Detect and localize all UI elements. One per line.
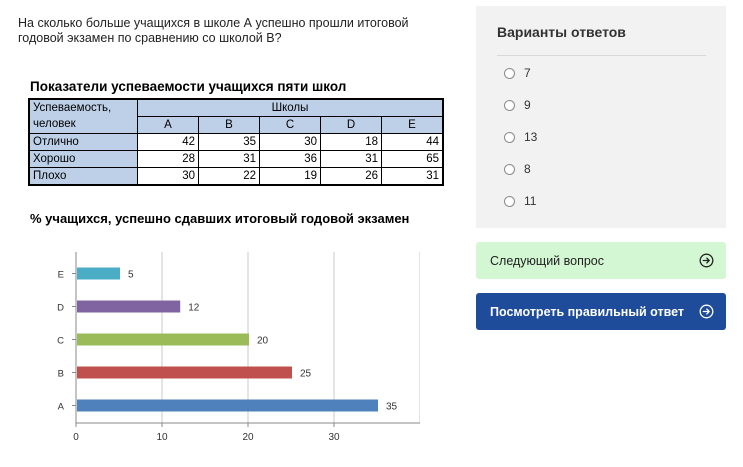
answer-option-label: 13 <box>524 130 538 144</box>
table-cell: 35 <box>198 133 260 151</box>
bar-a <box>77 399 378 412</box>
next-question-label: Следующий вопрос <box>490 253 605 268</box>
table-cell: 19 <box>259 167 321 186</box>
table-cell: 22 <box>198 167 260 186</box>
row-label: Хорошо <box>28 150 138 168</box>
table-cell: 28 <box>137 150 199 168</box>
y-tick-label: E <box>58 270 64 281</box>
bar-e <box>77 267 120 280</box>
table-row: Хорошо 28 31 36 31 65 <box>28 150 444 168</box>
divider <box>497 55 706 56</box>
x-tick-label: 10 <box>156 432 168 443</box>
table-cell: 31 <box>320 150 382 168</box>
radio-button[interactable] <box>504 195 515 207</box>
answer-option-label: 9 <box>524 98 531 112</box>
table-cell: 31 <box>381 167 444 186</box>
arrow-right-circle-icon <box>699 304 714 319</box>
table-cell: 44 <box>381 133 444 151</box>
question-text: На сколько больше учащихся в школе А усп… <box>18 16 409 45</box>
y-tick-label: C <box>57 336 64 347</box>
performance-table: Успеваемость, человек Школы A B C D E От… <box>28 98 444 186</box>
y-tick-label: D <box>57 303 64 314</box>
answers-title: Варианты ответов <box>497 24 626 40</box>
table-cell: 30 <box>137 167 199 186</box>
data-label: 25 <box>300 369 312 380</box>
y-tick-label: B <box>58 369 64 380</box>
row-label: Плохо <box>28 167 138 186</box>
answer-option[interactable]: 13 <box>504 130 537 144</box>
y-tick-label: A <box>58 402 65 413</box>
table-cell: 42 <box>137 133 199 151</box>
table-cell: 26 <box>320 167 382 186</box>
x-tick-label: 0 <box>73 432 79 443</box>
chart-title: % учащихся, успешно сдавших итоговый год… <box>30 211 410 226</box>
table-group-header: Школы <box>137 98 444 117</box>
table-cell: 30 <box>259 133 321 151</box>
data-label: 20 <box>257 336 269 347</box>
data-label: 5 <box>128 270 134 281</box>
data-label: 35 <box>386 402 398 413</box>
radio-button[interactable] <box>504 131 515 143</box>
table-row: Отлично 42 35 30 18 44 <box>28 133 444 151</box>
arrow-right-circle-icon <box>699 253 714 268</box>
answer-option[interactable]: 8 <box>504 162 531 176</box>
answer-option-label: 7 <box>524 66 531 80</box>
row-label: Отлично <box>28 133 138 151</box>
table-col-header: A <box>137 116 199 134</box>
bar-b <box>77 366 292 379</box>
table-col-header: D <box>320 116 382 134</box>
bar-c <box>77 333 249 346</box>
table-col-header: E <box>381 116 444 134</box>
table-cell: 18 <box>320 133 382 151</box>
x-tick-label: 20 <box>242 432 254 443</box>
table-corner-label: Успеваемость, человек <box>28 98 138 134</box>
table-row: Плохо 30 22 19 26 31 <box>28 167 444 186</box>
answer-option[interactable]: 7 <box>504 66 531 80</box>
table-title: Показатели успеваемости учащихся пяти шк… <box>30 79 347 94</box>
answers-panel: Варианты ответов 7 9 13 8 11 <box>476 6 726 228</box>
answer-option-label: 11 <box>524 194 537 208</box>
bar-d <box>77 300 181 313</box>
answer-option[interactable]: 11 <box>504 194 536 208</box>
answer-option-label: 8 <box>524 162 531 176</box>
radio-button[interactable] <box>504 99 515 111</box>
bar-chart: 0 10 20 30 35 A 25 B 20 C 12 D 5 E <box>57 252 420 443</box>
x-tick-label: 30 <box>328 432 340 443</box>
show-answer-button[interactable]: Посмотреть правильный ответ <box>476 293 726 330</box>
table-cell: 65 <box>381 150 444 168</box>
data-label: 12 <box>188 303 200 314</box>
table-col-header: B <box>198 116 260 134</box>
radio-button[interactable] <box>504 163 515 175</box>
next-question-button[interactable]: Следующий вопрос <box>476 242 726 279</box>
answer-option[interactable]: 9 <box>504 98 531 112</box>
table-cell: 36 <box>259 150 321 168</box>
table-cell: 31 <box>198 150 260 168</box>
show-answer-label: Посмотреть правильный ответ <box>490 304 685 319</box>
table-col-header: C <box>259 116 321 134</box>
radio-button[interactable] <box>504 67 515 79</box>
